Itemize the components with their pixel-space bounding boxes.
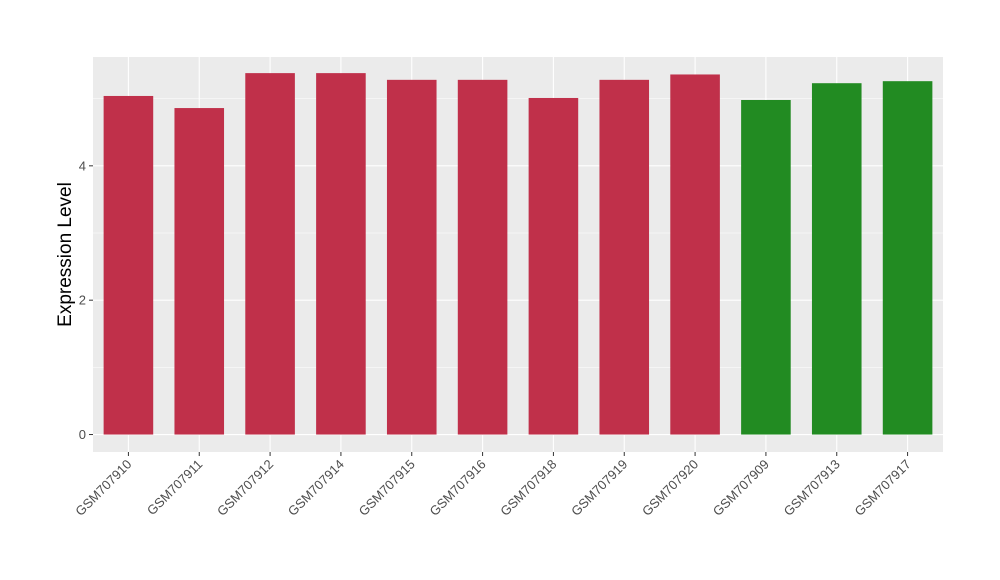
y-axis-title: Expression Level: [55, 182, 76, 327]
y-tick-label: 4: [79, 158, 86, 173]
x-tick-label: GSM707913: [781, 457, 843, 519]
bar-gsm707915: [386, 79, 437, 435]
x-tick-label: GSM707914: [285, 457, 347, 519]
bar-gsm707916: [457, 79, 508, 435]
bar-gsm707910: [103, 95, 154, 435]
x-tick-label: GSM707919: [568, 457, 630, 519]
x-tick-label: GSM707910: [72, 457, 134, 519]
x-tick-label: GSM707915: [356, 457, 418, 519]
y-tick-label: 2: [79, 293, 86, 308]
bar-gsm707919: [599, 79, 650, 435]
x-tick-label: GSM707916: [426, 457, 488, 519]
minor-gridlines: [93, 98, 943, 368]
bar-gsm707909: [741, 99, 791, 435]
bar-gsm707914: [316, 73, 366, 435]
bars: [103, 73, 933, 435]
x-tick-label: GSM707912: [214, 457, 276, 519]
x-tick-label: GSM707917: [851, 457, 913, 519]
x-tick-label: GSM707918: [497, 457, 559, 519]
x-axis: GSM707910 GSM707911 GSM707912 GSM707914 GSM7…: [72, 452, 914, 519]
bar-gsm707917: [882, 81, 933, 435]
bar-gsm707912: [245, 73, 295, 435]
plot-panel: [93, 57, 943, 452]
y-tick-label: 0: [79, 427, 86, 442]
bar-gsm707918: [528, 97, 579, 435]
bar-gsm707920: [670, 74, 720, 435]
x-tick-label: GSM707911: [144, 457, 206, 519]
bar-gsm707913: [811, 83, 862, 435]
x-tick-label: GSM707920: [639, 457, 701, 519]
x-tick-label: GSM707909: [710, 457, 772, 519]
bar-gsm707911: [174, 108, 225, 435]
y-axis: 0 2 4: [79, 158, 93, 442]
